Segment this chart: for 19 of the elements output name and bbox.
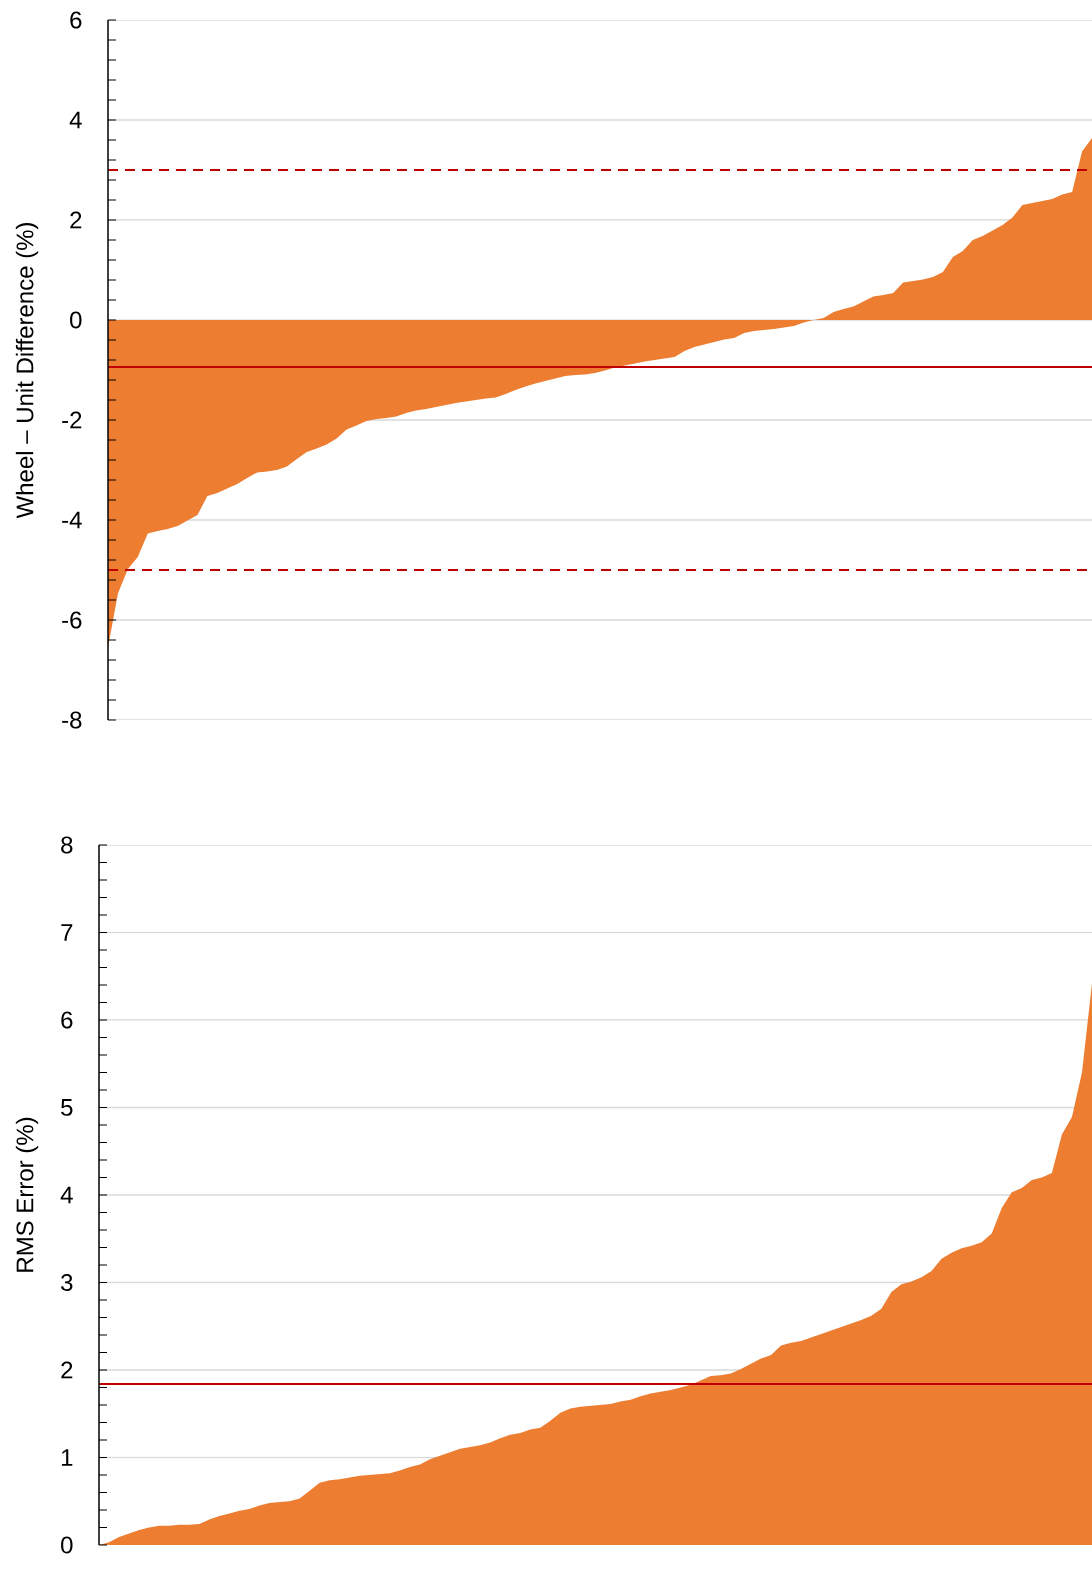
y-tick-label: 4: [60, 1186, 73, 1204]
y-tick-label: 3: [61, 1274, 73, 1291]
y-tick-label: 2: [61, 1361, 73, 1379]
y-tick-label: 0: [61, 1536, 73, 1554]
y-tick-label: -6: [62, 611, 82, 629]
y-tick-label: 2: [70, 211, 82, 229]
y-axis-title: RMS Error (%): [15, 1117, 39, 1272]
y-tick-label: -4: [62, 511, 82, 529]
y-tick-label: 5: [61, 1099, 73, 1116]
y-tick-label: 7: [61, 924, 73, 941]
y-tick-label: 6: [70, 11, 82, 29]
y-tick-label: 6: [61, 1011, 73, 1029]
y-tick-label: 0: [70, 311, 82, 329]
y-tick-label: -2: [62, 411, 82, 429]
y-tick-label: 4: [69, 111, 82, 129]
y-tick-label: 8: [61, 836, 73, 854]
y-axis-title: Wheel – Unit Difference (%): [15, 223, 39, 519]
y-tick-label: -8: [62, 711, 82, 729]
y-tick-label: 1: [61, 1449, 73, 1466]
